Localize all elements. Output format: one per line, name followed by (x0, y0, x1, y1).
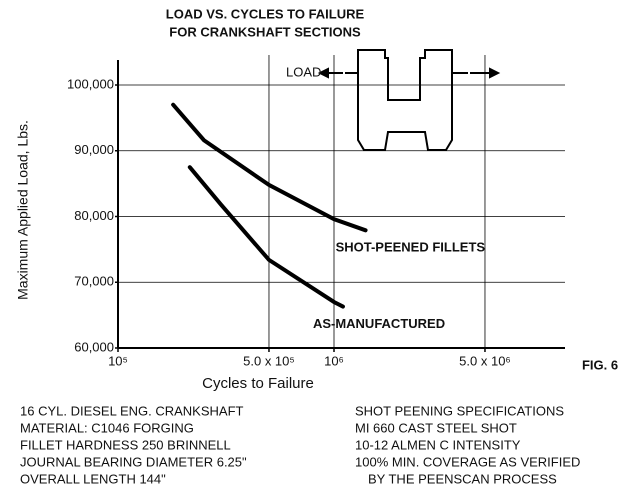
x-axis-label: Cycles to Failure (202, 375, 314, 392)
chart-title: LOAD VS. CYCLES TO FAILURE (166, 6, 365, 21)
x-tick-label: 5.0 x 10⁵ (243, 353, 295, 368)
y-tick-label: 90,000 (74, 142, 114, 157)
note: SHOT PEENING SPECIFICATIONS (355, 403, 564, 418)
y-tick-label: 60,000 (74, 339, 114, 354)
note: 100% MIN. COVERAGE AS VERIFIED (355, 454, 580, 469)
x-tick-label: 10⁶ (324, 353, 344, 368)
line (171, 102, 368, 233)
y-tick-label: 80,000 (74, 208, 114, 223)
chart-title: FOR CRANKSHAFT SECTIONS (169, 24, 361, 39)
series-label: SHOT-PEENED FILLETS (336, 240, 486, 255)
x-tick-label: 10⁵ (108, 353, 128, 368)
note: 16 CYL. DIESEL ENG. CRANKSHAFT (20, 403, 244, 418)
line (187, 165, 345, 309)
note: 10-12 ALMEN C INTENSITY (355, 437, 521, 452)
y-tick-label: 100,000 (67, 76, 114, 91)
note: MI 660 CAST STEEL SHOT (355, 420, 517, 435)
note: OVERALL LENGTH 144" (20, 471, 166, 486)
y-tick-label: 70,000 (74, 274, 114, 289)
note: MATERIAL: C1046 FORGING (20, 420, 194, 435)
note: JOURNAL BEARING DIAMETER 6.25" (20, 454, 247, 469)
x-tick-label: 5.0 x 10⁶ (459, 353, 511, 368)
note: BY THE PEENSCAN PROCESS (368, 471, 557, 486)
series-label: AS-MANUFACTURED (313, 316, 445, 331)
annotation: FIG. 6 (582, 357, 618, 372)
crankshaft-diagram (317, 49, 501, 151)
y-axis-label: Maximum Applied Load, Lbs. (15, 120, 31, 300)
annotation: LOAD (286, 64, 321, 79)
note: FILLET HARDNESS 250 BRINNELL (20, 437, 231, 452)
